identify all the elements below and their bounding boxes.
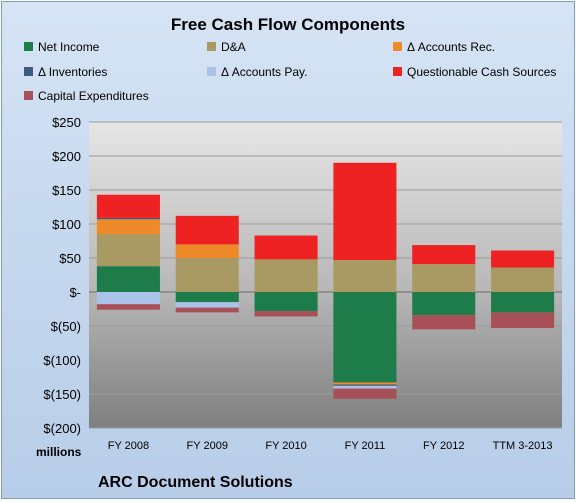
legend-item-capex: Capital Expenditures: [24, 89, 149, 103]
y-tick-label: $(200): [43, 421, 81, 436]
x-tick-label: FY 2010: [265, 440, 306, 452]
bar-segment: [412, 264, 476, 292]
bar-segment: [333, 388, 397, 399]
bar-segment: [491, 292, 555, 313]
y-tick-label: $-: [69, 285, 81, 300]
legend-label-capex: Capital Expenditures: [38, 89, 149, 103]
legend-item-da: D&A: [207, 40, 246, 54]
bar-segment: [96, 234, 160, 267]
legend-label-net-income: Net Income: [38, 40, 100, 54]
legend-item-net-income: Net Income: [24, 40, 99, 54]
x-tick-label: FY 2009: [187, 440, 228, 452]
bar-segment: [175, 244, 239, 258]
y-tick-label: $250: [52, 115, 81, 130]
y-tick-label: $50: [59, 251, 81, 266]
legend-item-accounts-rec: Δ Accounts Rec.: [393, 40, 495, 54]
chart-title: Free Cash Flow Components: [170, 15, 406, 34]
legend-item-accounts-pay: Δ Accounts Pay.: [207, 65, 308, 79]
legend-label-accounts-rec: Δ Accounts Rec.: [407, 40, 496, 54]
bar-segment: [333, 162, 397, 261]
bar-segment: [96, 292, 160, 305]
bar-segment: [333, 384, 397, 386]
legend-label-da: D&A: [221, 40, 246, 54]
y-tick-label: $(100): [43, 353, 81, 368]
x-tick-label: TTM 3-2013: [493, 440, 553, 452]
x-tick-label: FY 2008: [108, 440, 149, 452]
bar-segment: [491, 250, 555, 268]
y-tick-label: $100: [52, 217, 81, 232]
legend-swatch-accounts-pay: [207, 67, 216, 76]
legend-swatch-accounts-rec: [393, 42, 402, 51]
bar-segment: [412, 245, 476, 265]
bar-segment: [254, 292, 318, 312]
legend: Net Income D&A Δ Accounts Rec. Δ Invento…: [24, 40, 564, 110]
bar-segment: [175, 215, 239, 245]
bar-segment: [333, 292, 397, 383]
company-caption: ARC Document Solutions: [98, 474, 293, 491]
bar-segment: [412, 315, 476, 330]
legend-swatch-questionable: [393, 67, 402, 76]
legend-label-accounts-pay: Δ Accounts Pay.: [221, 65, 308, 79]
bar-segment: [333, 382, 397, 385]
legend-swatch-capex: [24, 91, 33, 100]
legend-item-inventories: Δ Inventories: [24, 65, 107, 79]
bar-segment: [491, 267, 555, 292]
bar-segment: [175, 292, 239, 303]
x-tick-label: FY 2012: [423, 440, 464, 452]
legend-item-questionable: Questionable Cash Sources: [393, 65, 556, 79]
bar-segment: [333, 385, 397, 389]
bar-segment: [333, 260, 397, 292]
y-tick-label: $(50): [51, 319, 81, 334]
y-tick-label: $(150): [43, 387, 81, 402]
bar-segment: [96, 217, 160, 220]
x-tick-label: FY 2011: [345, 440, 386, 452]
bar-segment: [96, 266, 160, 292]
y-axis-units: millions: [36, 445, 82, 459]
bar-segment: [254, 235, 318, 260]
legend-swatch-inventories: [24, 67, 33, 76]
bar-segment: [175, 302, 239, 308]
bar-segment: [96, 194, 160, 218]
bar-segment: [412, 292, 476, 316]
bar-segment: [254, 259, 318, 292]
y-tick-label: $150: [52, 183, 81, 198]
bar-segment: [96, 304, 160, 310]
bar-segment: [254, 311, 318, 317]
legend-label-inventories: Δ Inventories: [38, 65, 108, 79]
bar-segment: [175, 307, 239, 313]
legend-swatch-da: [207, 42, 216, 51]
bar-segment: [96, 219, 160, 235]
y-tick-label: $200: [52, 149, 81, 164]
legend-label-questionable: Questionable Cash Sources: [407, 65, 557, 79]
plot-area: [89, 122, 562, 428]
legend-swatch-net-income: [24, 42, 33, 51]
bar-segment: [491, 312, 555, 329]
bar-segment: [175, 258, 239, 292]
